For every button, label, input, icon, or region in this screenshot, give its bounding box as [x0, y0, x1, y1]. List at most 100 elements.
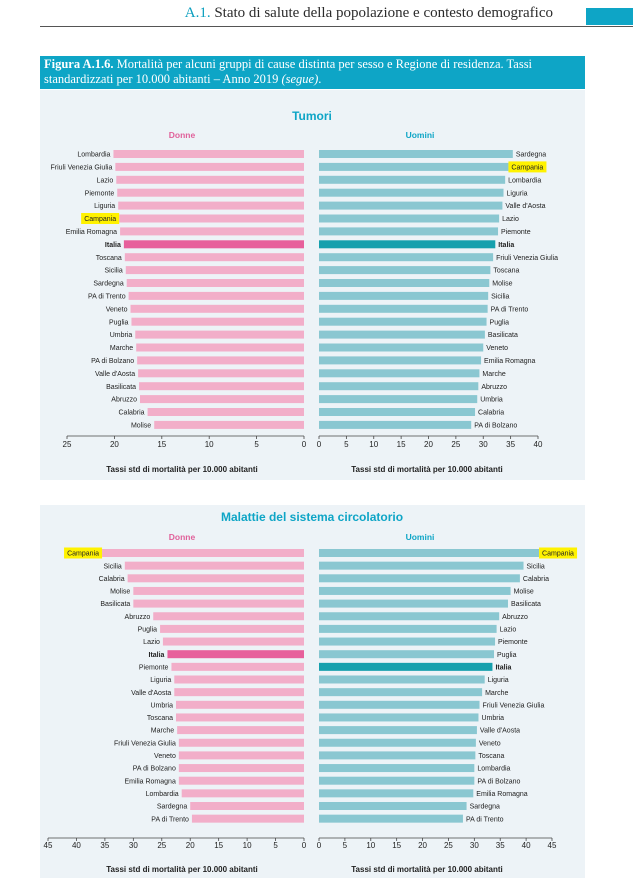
women-label-pa-di-bolzano: PA di Bolzano [133, 766, 176, 773]
men-label-liguria: Liguria [507, 190, 528, 197]
men-x-tick-label: 15 [397, 440, 406, 449]
men-bar-sardegna [319, 150, 513, 158]
women-label-sicilia: Sicilia [104, 268, 122, 275]
men-x-tick-label: 25 [444, 841, 453, 850]
women-x-tick-label: 35 [100, 841, 109, 850]
men-label-molise: Molise [492, 281, 512, 288]
men-label-italia: Italia [498, 242, 514, 249]
men-label-marche: Marche [485, 690, 508, 697]
women-bar-puglia [131, 317, 304, 326]
men-label-calabria: Calabria [523, 576, 549, 583]
women-highlight-campania [64, 547, 103, 559]
men-label-pa-di-bolzano: PA di Bolzano [477, 778, 520, 785]
men-bar-lazio [319, 214, 500, 223]
women-bar-basilicata [139, 382, 304, 391]
men-label-campania: Campania [511, 165, 543, 172]
women-label-italia: Italia [105, 242, 121, 249]
men-label-emilia-romagna: Emilia Romagna [484, 358, 535, 365]
men-label-sardegna: Sardegna [516, 152, 546, 159]
men-bar-sardegna [319, 802, 467, 810]
women-x-tick-label: 5 [273, 841, 278, 850]
men-x-axis-title: Tassi std di mortalità per 10.000 abitan… [351, 465, 502, 474]
page-header: A.1. Stato di salute della popolazione e… [185, 5, 553, 22]
women-label-friuli-venezia-giulia: Friuli Venezia Giulia [114, 740, 176, 747]
women-bar-italia [167, 650, 304, 659]
header-color-block [586, 8, 633, 25]
women-label-sardegna: Sardegna [93, 281, 123, 288]
women-bar-lombardia [113, 150, 305, 158]
figure-caption-text: Mortalità per alcuni gruppi di cause dis… [44, 57, 533, 86]
men-label-piemonte: Piemonte [501, 229, 531, 236]
men-label-campania: Campania [542, 551, 574, 558]
men-bar-molise [319, 586, 511, 595]
women-bar-calabria [147, 408, 304, 416]
men-bar-piemonte [319, 637, 496, 646]
men-bar-basilicata [319, 330, 485, 339]
women-bar-abruzzo [153, 612, 304, 621]
women-highlight-campania [81, 213, 120, 224]
men-highlight-campania [539, 547, 578, 559]
men-label-marche: Marche [482, 371, 505, 378]
men-bar-pa-di-bolzano [319, 420, 472, 429]
women-bar-abruzzo [139, 395, 304, 404]
women-label-friuli-venezia-giulia: Friuli Venezia Giulia [50, 165, 112, 172]
women-label-abruzzo: Abruzzo [111, 397, 137, 404]
women-label-marche: Marche [110, 345, 133, 352]
women-bar-friuli-venezia-giulia [115, 162, 305, 171]
women-bar-marche [177, 726, 304, 735]
section-title: Stato di salute della popolazione e cont… [214, 5, 553, 21]
men-bar-umbria [319, 713, 479, 722]
women-bar-veneto [130, 304, 304, 313]
women-bar-campania [119, 214, 304, 223]
men-bar-friuli-venezia-giulia [319, 700, 480, 709]
men-bar-pa-di-trento [319, 814, 463, 823]
men-label-liguria: Liguria [488, 677, 509, 684]
men-label-veneto: Veneto [486, 345, 508, 352]
women-x-axis-title: Tassi std di mortalità per 10.000 abitan… [106, 465, 257, 474]
women-label-emilia-romagna: Emilia Romagna [66, 229, 117, 236]
men-highlight-campania [508, 161, 547, 173]
men-bar-sicilia [319, 291, 489, 300]
women-label-piemonte: Piemonte [139, 664, 169, 671]
women-label-sardegna: Sardegna [157, 804, 187, 811]
men-bar-basilicata [319, 599, 508, 608]
women-bar-pa-di-bolzano [178, 764, 304, 773]
men-x-axis-title: Tassi std di mortalità per 10.000 abitan… [351, 865, 502, 874]
men-bar-toscana [319, 751, 476, 760]
women-label-umbria: Umbria [110, 332, 133, 339]
men-label-pa-di-bolzano: PA di Bolzano [474, 423, 517, 430]
men-bar-emilia-romagna [319, 789, 474, 798]
women-bar-toscana [124, 253, 304, 262]
women-label-liguria: Liguria [150, 677, 171, 684]
women-bar-calabria [127, 574, 305, 583]
men-bar-lombardia [319, 175, 506, 184]
men-label-sicilia: Sicilia [491, 294, 509, 301]
men-x-tick-label: 5 [343, 841, 348, 850]
chart-panel-tumori: Tumori Donne Uomini Lombardia Friuli Venezia… [40, 90, 585, 480]
women-bar-puglia [160, 624, 304, 633]
men-x-tick-label: 25 [451, 440, 460, 449]
women-x-tick-label: 20 [110, 440, 119, 449]
men-bar-abruzzo [319, 612, 500, 621]
women-label-toscana: Toscana [96, 255, 122, 262]
men-bar-veneto [319, 343, 484, 352]
women-label-umbria: Umbria [150, 702, 173, 709]
women-bar-umbria [135, 330, 304, 339]
women-bar-liguria [118, 201, 304, 210]
men-bar-marche [319, 369, 480, 378]
men-bar-italia [319, 662, 493, 671]
men-series-label: Uomini [406, 532, 435, 542]
women-x-tick-label: 5 [254, 440, 259, 449]
men-label-sicilia: Sicilia [527, 563, 545, 570]
men-label-lazio: Lazio [502, 216, 519, 223]
men-bar-campania [319, 162, 509, 171]
men-x-tick-label: 45 [548, 841, 557, 850]
men-series-label: Uomini [406, 130, 435, 140]
men-label-basilicata: Basilicata [511, 601, 541, 608]
women-bar-italia [123, 240, 304, 249]
women-label-lazio: Lazio [143, 639, 160, 646]
women-x-tick-label: 30 [129, 841, 138, 850]
men-label-friuli-venezia-giulia: Friuli Venezia Giulia [483, 702, 545, 709]
women-bar-sicilia [124, 561, 304, 570]
women-label-campania: Campania [84, 216, 116, 223]
